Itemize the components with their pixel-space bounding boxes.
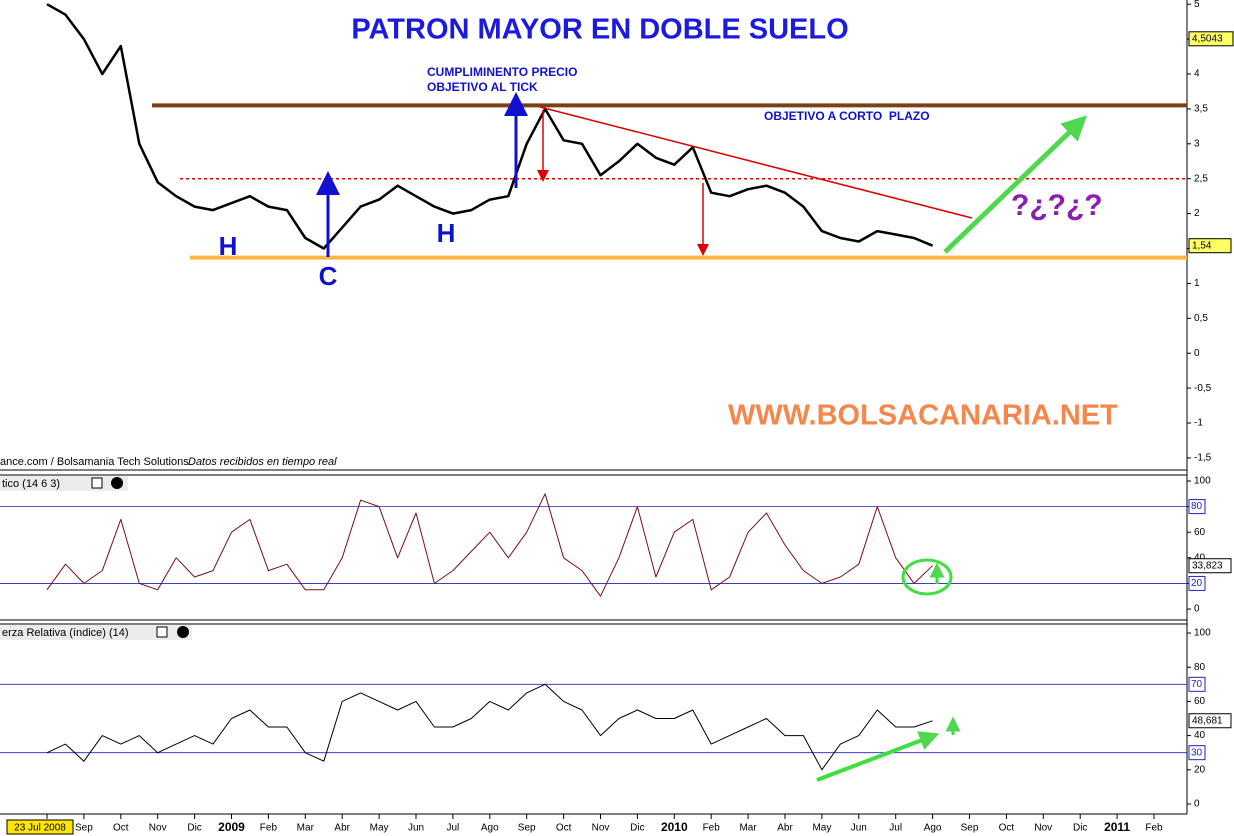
x-tick-label: 2009 bbox=[218, 820, 245, 834]
y-tick-label: 0 bbox=[1194, 604, 1200, 615]
x-tick-label: Abr bbox=[777, 823, 793, 834]
y-tick-label: 80 bbox=[1194, 662, 1206, 673]
annotation: C bbox=[319, 261, 338, 291]
cursor-date-box bbox=[6, 819, 74, 835]
y-tick-label: 5 bbox=[1194, 0, 1200, 10]
x-tick-label: Sep bbox=[961, 823, 979, 834]
price-marker-box bbox=[1188, 31, 1234, 47]
x-tick-label: Nov bbox=[592, 823, 610, 834]
last-value-label: 33,823 bbox=[1192, 560, 1223, 571]
level-box bbox=[1188, 575, 1206, 591]
x-tick-label: May bbox=[812, 823, 831, 834]
level-box bbox=[1188, 499, 1206, 515]
x-tick-label: Jun bbox=[408, 823, 424, 834]
y-tick-label: 60 bbox=[1194, 696, 1206, 707]
x-tick-label: Dic bbox=[187, 823, 201, 834]
y-tick-label: 100 bbox=[1194, 628, 1211, 639]
level-box bbox=[1188, 676, 1206, 692]
annotation-arrows bbox=[316, 92, 1088, 782]
annotation: CUMPLIMINENTO PRECIO bbox=[427, 65, 577, 79]
y-tick-label: 3,5 bbox=[1194, 104, 1208, 115]
y-tick-label: 2,5 bbox=[1194, 173, 1208, 184]
y-tick-label: 0 bbox=[1194, 799, 1200, 810]
panel-title: tico (14 6 3) bbox=[2, 478, 60, 490]
annotation: OBJETIVO A CORTO PLAZO bbox=[764, 109, 930, 123]
level-label: 80 bbox=[1191, 501, 1203, 512]
panel-close[interactable] bbox=[111, 477, 123, 489]
y-tick-label: 3 bbox=[1194, 138, 1200, 149]
last-value-box bbox=[1188, 558, 1232, 574]
x-tick-label: Abr bbox=[334, 823, 350, 834]
x-tick-label: 2011 bbox=[1104, 820, 1130, 834]
x-tick-label: Dic bbox=[630, 823, 644, 834]
x-tick-label: Jun bbox=[851, 823, 867, 834]
x-tick-label: Nov bbox=[1034, 823, 1052, 834]
y-tick-label: 40 bbox=[1194, 552, 1206, 563]
panel-button[interactable] bbox=[91, 477, 103, 489]
x-tick-label: Mar bbox=[739, 823, 757, 834]
y-tick-label: -0,5 bbox=[1194, 383, 1212, 394]
watermark: WWW.BOLSACANARIA.NET bbox=[728, 400, 1118, 432]
annotation: OBJETIVO AL TICK bbox=[427, 80, 538, 94]
level-label: 70 bbox=[1191, 679, 1203, 690]
level-box bbox=[1188, 745, 1206, 761]
x-tick-label: May bbox=[370, 823, 389, 834]
x-tick-label: Feb bbox=[703, 823, 721, 834]
last-value-box bbox=[1188, 713, 1232, 729]
x-tick-label: Nov bbox=[149, 823, 167, 834]
last-value-label: 1,54 bbox=[1192, 240, 1212, 251]
x-tick-label: 2010 bbox=[661, 820, 688, 834]
y-tick-label: 20 bbox=[1194, 764, 1206, 775]
annotation: H bbox=[219, 231, 238, 261]
panel-close[interactable] bbox=[177, 626, 189, 638]
annotation: ?¿?¿? bbox=[1011, 189, 1103, 222]
x-tick-label: Ago bbox=[924, 823, 942, 834]
x-tick-label: Feb bbox=[260, 823, 278, 834]
panel-tab bbox=[0, 625, 192, 640]
y-tick-label: 0,5 bbox=[1194, 313, 1208, 324]
data-line bbox=[46, 3, 934, 250]
y-tick-label: 100 bbox=[1194, 476, 1211, 487]
y-tick-label: 40 bbox=[1194, 730, 1206, 741]
x-tick-label: Sep bbox=[75, 823, 93, 834]
panel-title: erza Relativa (índice) (14) bbox=[2, 627, 129, 639]
y-tick-label: 60 bbox=[1194, 527, 1206, 538]
last-value-label: 48,681 bbox=[1192, 715, 1223, 726]
x-tick-label: Mar bbox=[297, 823, 315, 834]
x-tick-label: Dic bbox=[1073, 823, 1087, 834]
level-label: 30 bbox=[1191, 747, 1203, 758]
x-tick-label: Oct bbox=[113, 823, 129, 834]
x-tick-label: 23 Jul 2008 bbox=[14, 823, 66, 834]
x-tick-label: Jul bbox=[447, 823, 460, 834]
chart-title: PATRON MAYOR EN DOBLE SUELO bbox=[351, 14, 848, 46]
source: ance.com / Bolsamania Tech Solutions bbox=[0, 456, 189, 468]
y-tick-label: 4 bbox=[1194, 69, 1200, 80]
source-note: Datos recibidos en tiempo real bbox=[188, 456, 337, 468]
x-tick-label: Ago bbox=[481, 823, 499, 834]
x-tick-label: Sep bbox=[518, 823, 536, 834]
data-line bbox=[46, 683, 933, 771]
level-label: 20 bbox=[1191, 578, 1203, 589]
price-marker-label: 4,5043 bbox=[1192, 33, 1223, 44]
x-tick-label: Jul bbox=[889, 823, 902, 834]
x-tick-label: Oct bbox=[556, 823, 572, 834]
panel-button[interactable] bbox=[156, 626, 168, 638]
data-line bbox=[46, 493, 933, 597]
y-tick-label: -1,5 bbox=[1194, 453, 1212, 464]
annotation: H bbox=[437, 218, 456, 248]
y-tick-label: -1 bbox=[1194, 418, 1203, 429]
y-tick-label: 2 bbox=[1194, 208, 1200, 219]
x-tick-label: Oct bbox=[999, 823, 1015, 834]
last-value-box bbox=[1188, 238, 1232, 254]
y-tick-label: 0 bbox=[1194, 348, 1200, 359]
y-tick-label: 1 bbox=[1194, 278, 1200, 289]
x-tick-label: Feb bbox=[1145, 823, 1163, 834]
